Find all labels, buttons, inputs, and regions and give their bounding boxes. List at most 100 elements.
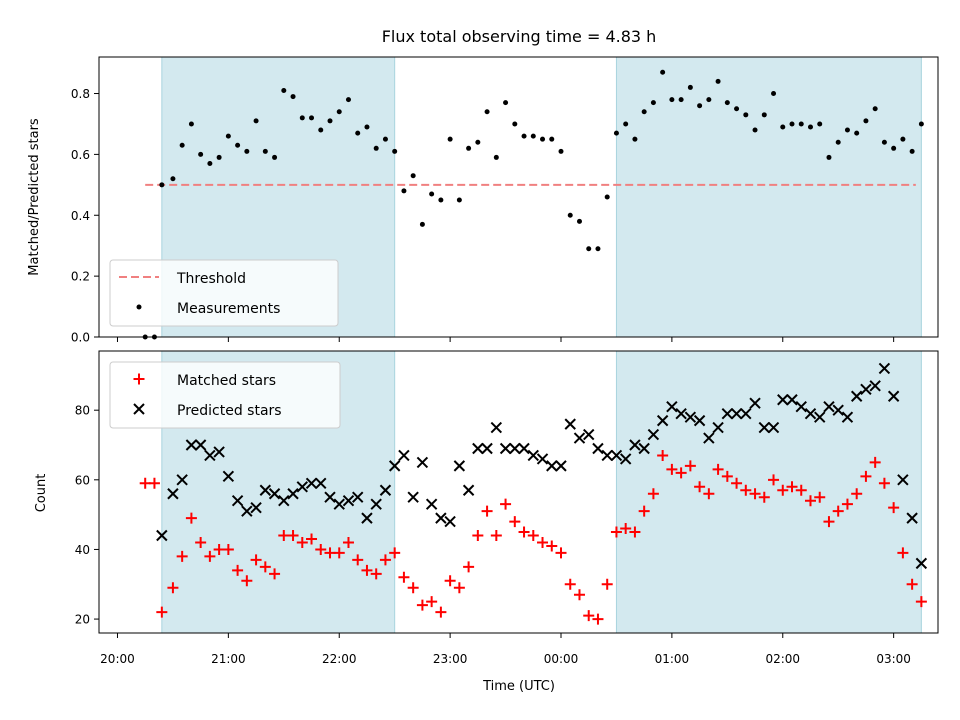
- predicted-star-point: [555, 460, 567, 472]
- predicted-star-point: [740, 407, 752, 420]
- measurement-point: [503, 100, 509, 106]
- predicted-star-point: [777, 394, 789, 406]
- matched-star-point: [361, 564, 373, 576]
- predicted-star-point: [675, 407, 687, 420]
- predicted-star-point: [342, 494, 355, 507]
- matched-star-point: [537, 536, 549, 548]
- predicted-star-point: [527, 449, 539, 462]
- matched-star-point: [555, 547, 567, 559]
- measurement-point: [771, 91, 777, 97]
- x-tick-label: 00:00: [544, 652, 579, 666]
- predicted-star-point: [804, 407, 817, 420]
- predicted-star-point: [268, 488, 281, 500]
- predicted-star-point: [647, 428, 660, 441]
- x-tick-label: 21:00: [211, 652, 246, 666]
- matched-star-point: [583, 610, 595, 622]
- predicted-star-point: [758, 421, 770, 434]
- top-y-axis: 0.0 0.2 0.4 0.6 0.8: [71, 87, 99, 345]
- predicted-star-point: [767, 421, 780, 434]
- measurement-point: [170, 176, 176, 182]
- matched-star-point: [139, 477, 151, 489]
- legend-matched-label: Matched stars: [177, 373, 276, 389]
- bottom-legend-box: [109, 361, 341, 429]
- top-frame: [98, 56, 939, 338]
- measurement-point: [216, 154, 222, 160]
- matched-star-point: [333, 547, 345, 559]
- matched-star-point: [213, 543, 225, 555]
- y-tick-label: 40: [75, 543, 90, 557]
- matched-star-point: [250, 554, 262, 566]
- measurement-point: [484, 109, 490, 115]
- measurement-point: [530, 133, 536, 139]
- matched-star-point: [315, 543, 327, 555]
- matched-star-point: [768, 474, 780, 486]
- measurement-point: [669, 97, 675, 103]
- predicted-star-point: [712, 421, 724, 434]
- matched-star-point: [204, 550, 216, 562]
- measurement-point: [364, 124, 370, 130]
- matched-star-point: [795, 484, 807, 496]
- matched-star-point: [287, 530, 299, 542]
- measurement-point: [373, 145, 379, 151]
- measurement-point: [466, 145, 472, 151]
- predicted-star-point: [462, 484, 475, 496]
- predicted-star-point: [204, 449, 216, 462]
- measurement-point: [586, 246, 592, 252]
- measurement-point: [641, 109, 647, 115]
- predicted-star-point: [887, 390, 900, 402]
- measurement-point: [761, 112, 767, 118]
- matched-star-point: [241, 575, 253, 587]
- top-y-axis-title: Matched/Predicted stars: [27, 118, 42, 276]
- matched-star-point: [259, 561, 271, 573]
- measurement-point: [752, 127, 758, 133]
- measurement-point: [900, 136, 906, 142]
- predicted-star-point: [333, 498, 345, 510]
- x-tick-label: 01:00: [655, 652, 690, 666]
- measurement-point: [576, 218, 582, 224]
- matched-star-point: [564, 578, 576, 590]
- predicted-star-point: [231, 494, 244, 507]
- matched-star-point: [278, 530, 290, 542]
- predicted-star-point: [536, 453, 549, 465]
- predicted-star-point: [656, 414, 669, 427]
- matched-star-point: [915, 596, 927, 608]
- predicted-star-point: [897, 474, 909, 486]
- matched-star-point: [860, 470, 872, 482]
- matched-star-point: [389, 547, 401, 559]
- measurement-point: [891, 145, 897, 151]
- measurement-point: [345, 97, 351, 103]
- observing-window-2: [615, 56, 922, 338]
- predicted-star-point: [832, 404, 844, 416]
- matched-star-point: [490, 530, 502, 542]
- matched-star-point: [370, 568, 382, 580]
- measurement-point: [309, 115, 315, 121]
- matched-star-point: [176, 550, 188, 562]
- predicted-star-point: [499, 442, 512, 455]
- y-tick-label: 20: [75, 613, 90, 627]
- measurement-point: [650, 100, 656, 106]
- predicted-star-point: [370, 498, 382, 510]
- bottom-panel: 20 40 60 80 20:00 21:00 22:00 23:00 00:00 01:00 0…: [34, 350, 939, 694]
- predicted-star-point: [278, 494, 290, 507]
- measurement-point: [244, 148, 250, 154]
- measurement-point: [512, 121, 518, 127]
- matched-star-point: [841, 498, 853, 510]
- measurement-point: [881, 139, 887, 145]
- predicted-star-point: [638, 442, 650, 455]
- matched-star-point: [878, 477, 890, 489]
- x-tick-label: 23:00: [433, 652, 468, 666]
- matched-star-point: [740, 484, 752, 496]
- predicted-star-point: [850, 390, 863, 402]
- bottom-x-axis: 20:00 21:00 22:00 23:00 00:00 01:00 02:00 03:00: [100, 633, 911, 666]
- measurement-point: [290, 94, 296, 100]
- matched-star-point: [407, 582, 419, 594]
- measurement-point: [632, 136, 638, 142]
- measurement-point: [540, 136, 546, 142]
- predicted-star-point: [823, 400, 835, 413]
- matched-star-point: [638, 505, 650, 517]
- matched-star-point: [306, 533, 318, 545]
- matched-star-point: [657, 449, 669, 461]
- matched-star-point: [832, 505, 844, 517]
- measurement-point: [456, 197, 462, 203]
